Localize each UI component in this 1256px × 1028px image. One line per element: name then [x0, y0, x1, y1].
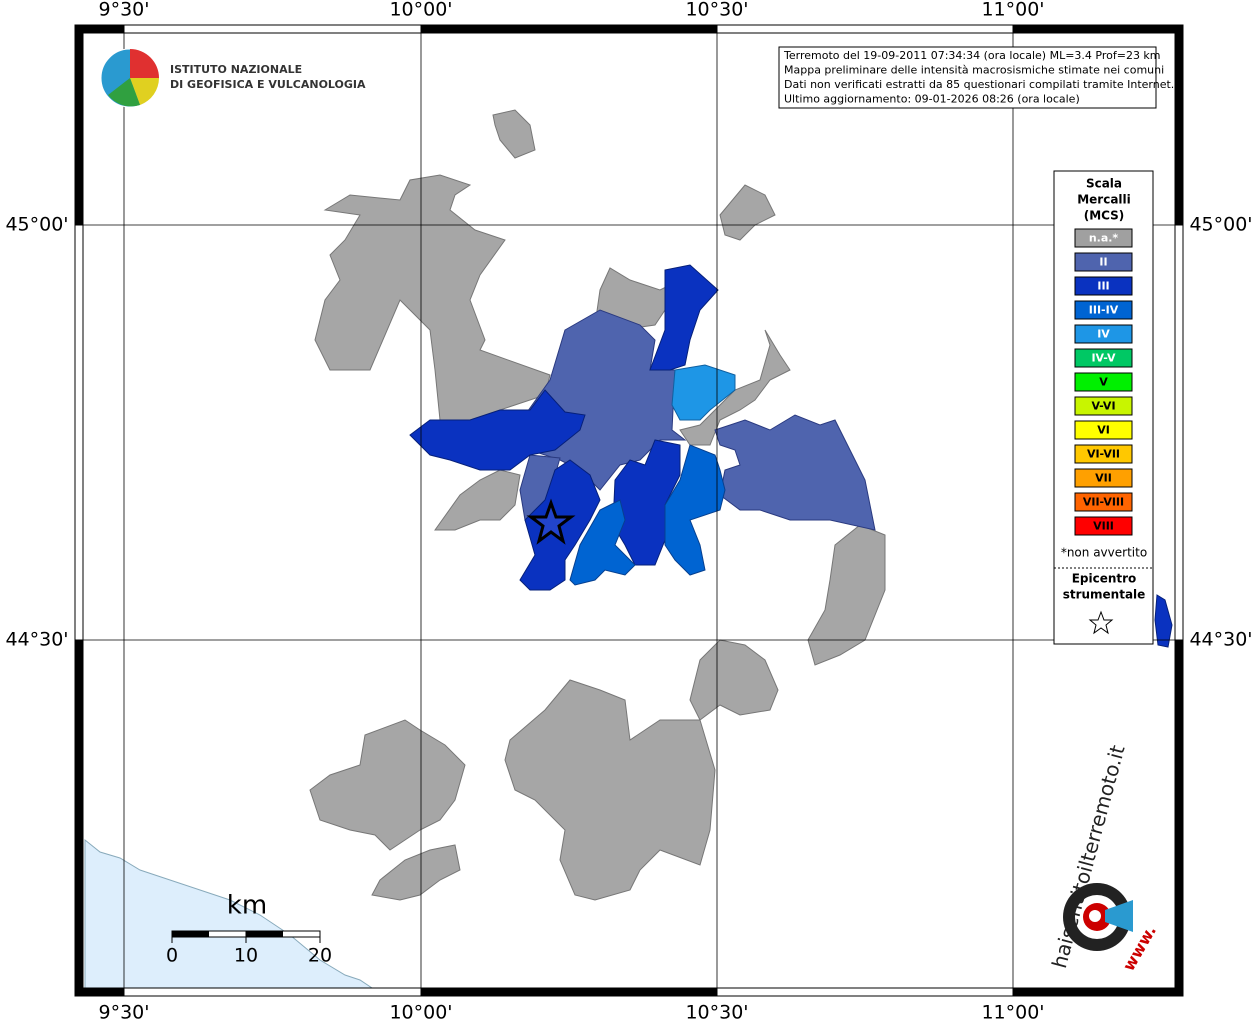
lon-label: 9°30' — [99, 1002, 150, 1024]
frame-bar — [1012, 24, 1184, 34]
graticule: 9°30' 9°30' 10°00' 10°00' 10°30' 10°30' 11°00'… — [5, 0, 1252, 1024]
legend-swatch — [1074, 468, 1133, 488]
scale-unit: km — [227, 891, 267, 921]
legend-label: III — [1097, 280, 1109, 293]
legend-label: VIII — [1093, 520, 1114, 533]
frame-bar — [74, 24, 84, 226]
brand-logo: haisentitoilterremoto.it www. — [1047, 742, 1160, 974]
info-line: Mappa preliminare delle intensità macros… — [784, 64, 1164, 77]
frame-bar — [716, 24, 1014, 34]
legend-label: IV-V — [1091, 352, 1116, 365]
legend: ScalaMercalli(MCS)n.a.*IIIIIIII-IVIVIV-V… — [1074, 177, 1133, 536]
info-line: Dati non verificati estratti da 85 quest… — [784, 78, 1174, 91]
legend-title: (MCS) — [1084, 209, 1125, 223]
legend-title: Mercalli — [1077, 193, 1131, 207]
lon-label: 10°00' — [389, 1002, 452, 1024]
ingv-logo: ISTITUTO NAZIONALE DI GEOFISICA E VULCAN… — [100, 48, 366, 108]
lon-label: 11°00' — [981, 0, 1044, 21]
info-line: Ultimo aggiornamento: 09-01-2026 08:26 (… — [784, 93, 1080, 106]
logo-text: DI GEOFISICA E VULCANOLOGIA — [170, 78, 366, 91]
frame-bar — [74, 639, 84, 997]
frame-bar — [74, 224, 84, 641]
municipalities — [309, 109, 1173, 901]
legend-swatch — [1074, 324, 1133, 344]
legend-label: V — [1099, 376, 1108, 389]
info-lines: Terremoto del 19-09-2011 07:34:34 (ora l… — [783, 49, 1174, 106]
frame-bar — [420, 24, 718, 34]
sea — [84, 838, 374, 989]
frame — [74, 24, 1184, 997]
scale-label: 0 — [166, 945, 178, 967]
scale-bar: km 0 10 20 — [166, 891, 332, 967]
legend-star — [1088, 610, 1114, 635]
frame-bar — [123, 987, 422, 997]
legend-swatch — [1074, 252, 1133, 272]
legend-title: Scala — [1086, 177, 1122, 191]
legend-label: IV — [1097, 328, 1110, 341]
lon-label: 11°00' — [981, 1002, 1044, 1024]
scale-label: 20 — [308, 945, 332, 967]
legend-swatch — [1074, 516, 1133, 536]
frame-bar — [1012, 987, 1184, 997]
legend-swatch — [1074, 444, 1133, 464]
legend-label: VII — [1095, 472, 1112, 485]
lon-label: 10°30' — [685, 0, 748, 21]
info-line: Terremoto del 19-09-2011 07:34:34 (ora l… — [783, 49, 1161, 62]
legend-label: VII-VIII — [1083, 496, 1124, 509]
legend-label: V-VI — [1091, 400, 1115, 413]
frame-bar — [1174, 224, 1184, 641]
lon-label: 10°30' — [685, 1002, 748, 1024]
epicentre-star — [526, 498, 576, 545]
legend-swatch — [1074, 228, 1133, 248]
frame-bar — [1174, 639, 1184, 997]
lon-label: 9°30' — [99, 0, 150, 21]
legend-label: n.a.* — [1089, 232, 1119, 245]
legend-note: *non avvertito — [1061, 546, 1147, 560]
legend-label: III-IV — [1089, 304, 1119, 317]
legend-swatch — [1074, 420, 1133, 440]
lat-label: 44°30' — [1189, 629, 1252, 651]
legend-swatch — [1074, 492, 1133, 512]
lat-label: 45°00' — [1189, 214, 1252, 236]
legend-label: VI — [1097, 424, 1110, 437]
legend-epicentre: strumentale — [1063, 588, 1146, 602]
legend-swatch — [1074, 396, 1133, 416]
frame-bar — [123, 24, 422, 34]
frame-bar — [1174, 24, 1184, 226]
legend-label: VI-VII — [1087, 448, 1120, 461]
lat-label: 44°30' — [5, 629, 68, 651]
scale-label: 10 — [234, 945, 258, 967]
logo-text: ISTITUTO NAZIONALE — [170, 63, 302, 76]
legend-swatch — [1074, 276, 1133, 296]
legend-swatch — [1074, 372, 1133, 392]
legend-swatch — [1074, 348, 1133, 368]
legend-epicentre: Epicentro — [1072, 572, 1137, 586]
info-box — [778, 46, 1157, 109]
frame-bar — [716, 987, 1014, 997]
lat-label: 45°00' — [5, 214, 68, 236]
legend-swatch — [1074, 300, 1133, 320]
frame-bar — [420, 987, 718, 997]
lon-label: 10°00' — [389, 0, 452, 21]
legend-label: II — [1099, 256, 1107, 269]
